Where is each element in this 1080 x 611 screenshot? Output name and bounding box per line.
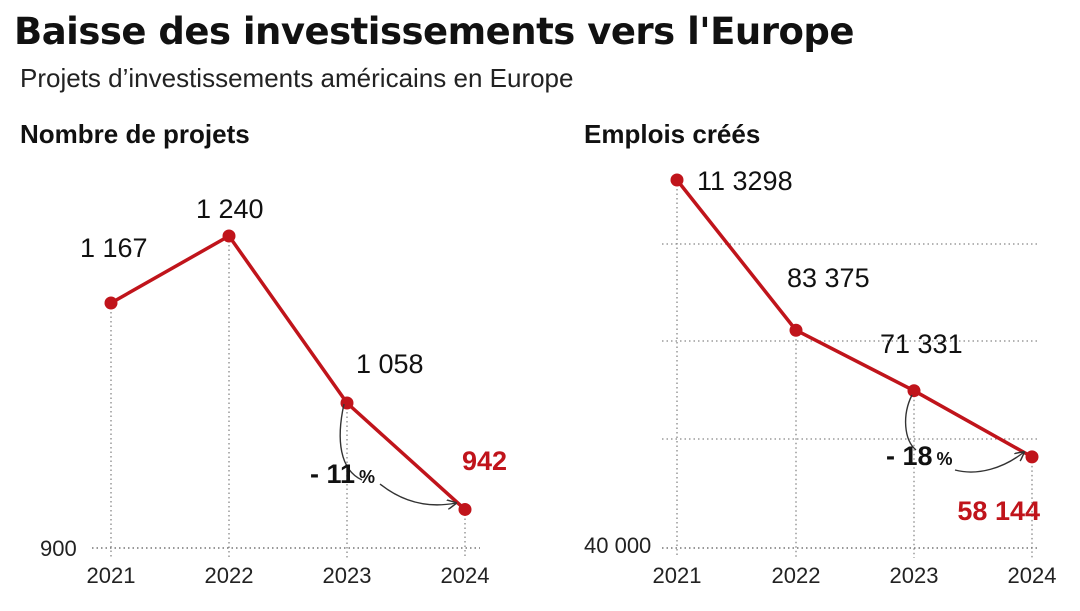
data-point	[340, 396, 354, 410]
series-line-jobs	[670, 173, 1039, 464]
y-tick-label-projects: 900	[40, 536, 77, 561]
x-tick-labels-projects: 2021 2022 2023 2024	[87, 563, 490, 588]
change-arrow	[379, 483, 456, 505]
data-label-highlight: 58 144	[957, 496, 1040, 526]
data-label: 83 375	[787, 263, 870, 293]
x-tick-label: 2022	[772, 563, 821, 588]
x-tick-label: 2022	[205, 563, 254, 588]
series-line	[110, 234, 467, 511]
data-point	[670, 173, 684, 187]
data-point	[104, 296, 118, 310]
data-label-highlight: 942	[462, 446, 507, 476]
y-tick-label-jobs: 40 000	[584, 533, 651, 558]
data-point	[1025, 450, 1039, 464]
chart-subtitle: Projets d’investissements américains en …	[20, 63, 574, 93]
x-tick-label: 2023	[890, 563, 939, 588]
data-point	[789, 323, 803, 337]
panel-jobs: Emplois créés 40 000 2021 2022 2023 2024…	[584, 119, 1056, 588]
change-label: - 11%	[310, 459, 375, 489]
data-point	[458, 502, 472, 516]
x-tick-label: 2024	[1008, 563, 1057, 588]
panel-title-jobs: Emplois créés	[584, 119, 760, 149]
change-label: - 18%	[886, 441, 953, 471]
x-tick-label: 2021	[653, 563, 702, 588]
chart-title: Baisse des investissements vers l'Europe	[14, 10, 854, 53]
change-annotation-projects: - 11%	[310, 403, 456, 505]
change-bracket-line	[905, 394, 917, 451]
gridlines-projects	[110, 236, 466, 558]
data-label: 11 3298	[697, 166, 793, 196]
data-point	[222, 229, 236, 243]
series-line	[675, 178, 1033, 459]
change-annotation-jobs: - 18%	[886, 394, 1024, 473]
change-bracket-line	[339, 403, 363, 481]
panel-title-projects: Nombre de projets	[20, 119, 250, 149]
data-label: 1 240	[196, 194, 264, 224]
data-point	[907, 384, 921, 398]
data-label: 1 167	[80, 233, 148, 263]
gridlines-jobs	[662, 180, 1038, 558]
change-arrow	[954, 452, 1024, 473]
data-label: 1 058	[356, 349, 424, 379]
panel-projects: Nombre de projets 900 2021 2022 2023 202…	[20, 119, 507, 588]
x-tick-label: 2024	[441, 563, 490, 588]
x-tick-label: 2021	[87, 563, 136, 588]
x-tick-labels-jobs: 2021 2022 2023 2024	[653, 563, 1057, 588]
data-label: 71 331	[880, 329, 963, 359]
data-labels-projects: 1 167 1 240 1 058 942	[80, 194, 507, 476]
x-tick-label: 2023	[323, 563, 372, 588]
data-labels-jobs: 11 3298 83 375 71 331 58 144	[697, 166, 1040, 526]
